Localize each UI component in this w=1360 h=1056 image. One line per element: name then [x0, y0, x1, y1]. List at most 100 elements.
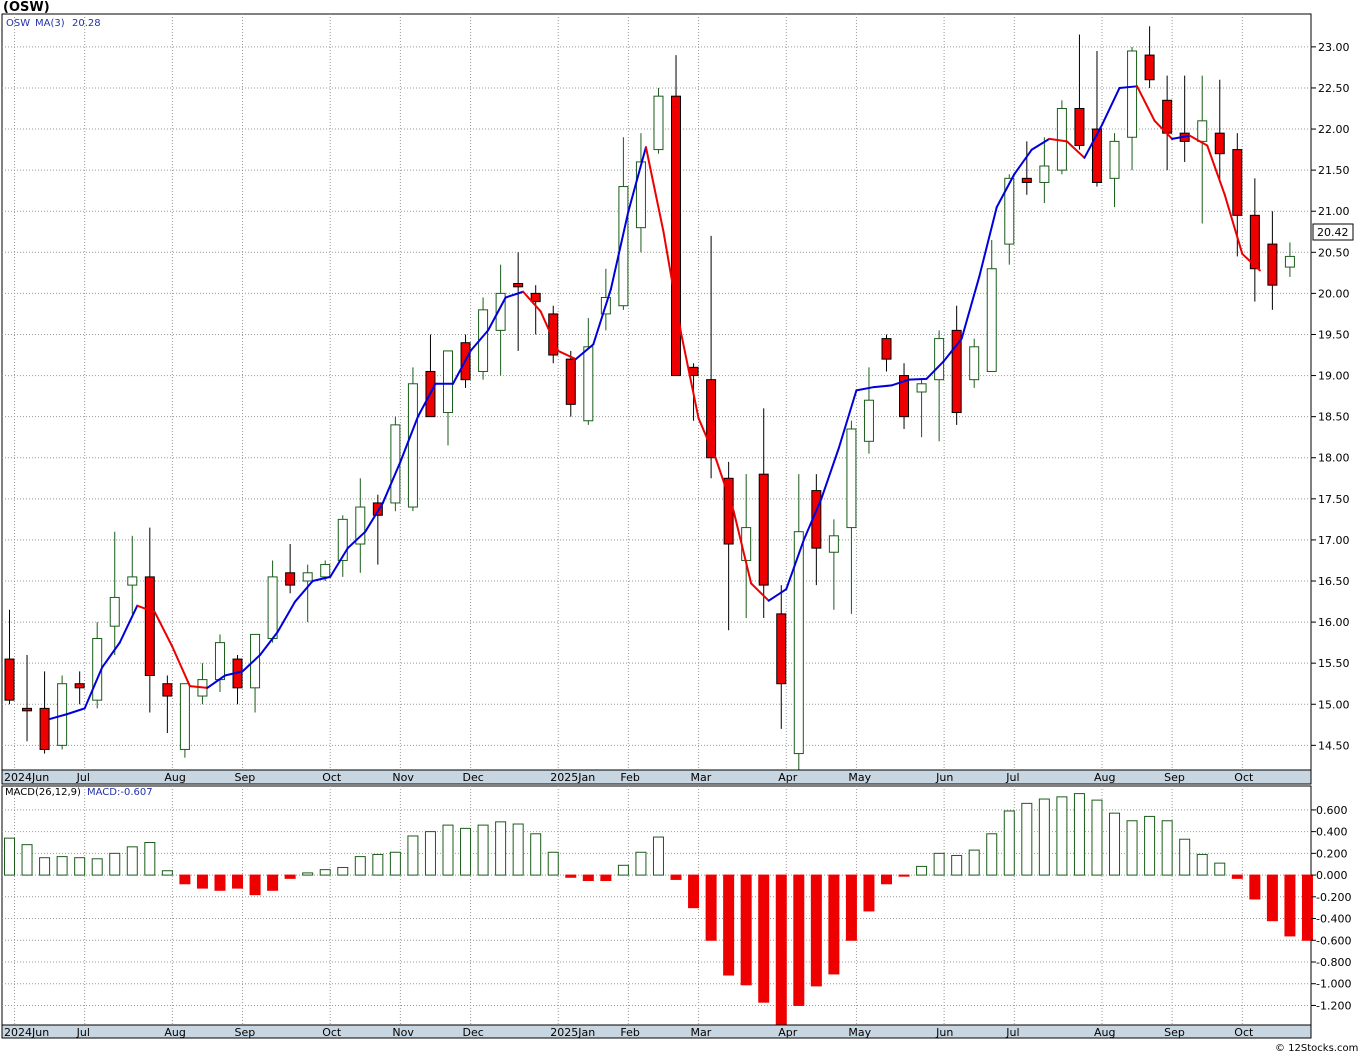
month-label: Aug [164, 771, 185, 784]
ma-segment [1013, 148, 1033, 176]
month-label: Jul [76, 1026, 90, 1039]
candle-body [1214, 132, 1225, 155]
macd-bar [845, 874, 857, 941]
candle-body [127, 576, 138, 586]
ma-segment [837, 389, 858, 449]
macd-bar [1038, 798, 1050, 876]
price-legend-ma-label: MA(3) [35, 18, 65, 29]
month-label: 2024Jun [4, 771, 49, 784]
macd-bar [951, 855, 963, 876]
ma-segment [1083, 123, 1103, 159]
candle [1039, 137, 1050, 203]
price-tick-label: 18.50 [1318, 411, 1350, 424]
macd-bar [495, 821, 507, 876]
macd-bar [881, 874, 892, 885]
macd-bar [126, 846, 138, 876]
candle [548, 305, 559, 364]
ma-segment [767, 588, 788, 602]
candle-body [162, 683, 173, 697]
price-tick-label: 21.50 [1318, 164, 1350, 177]
candle [1267, 211, 1278, 310]
macd-tick-label: 0.000 [1316, 869, 1348, 882]
candle-body [1091, 128, 1102, 183]
ma-segment [1065, 140, 1086, 159]
macd-bar [1214, 862, 1226, 876]
macd-bar [372, 853, 384, 876]
price-month-band [1, 769, 1312, 785]
price-tick-label: 23.00 [1318, 41, 1350, 54]
candle [934, 330, 945, 442]
ma-segment [680, 331, 700, 420]
macd-bar [91, 858, 103, 876]
macd-tick-label: -1.000 [1316, 978, 1351, 991]
macd-month-band [1, 1024, 1312, 1039]
ma-segment [855, 386, 875, 392]
macd-bar [670, 874, 682, 880]
candle-body [302, 572, 313, 582]
price-legend-symbol: OSW [6, 18, 30, 29]
macd-bar [1284, 874, 1296, 937]
candle [776, 585, 787, 729]
chart-title: (OSW) [3, 0, 50, 15]
candle [74, 671, 85, 705]
ma-segment [381, 460, 402, 504]
candle-body [618, 186, 629, 307]
candle [1144, 26, 1155, 88]
ma-segment [995, 173, 1016, 209]
candle-body [881, 338, 892, 360]
month-label: Apr [778, 1026, 798, 1039]
candle-body [758, 473, 769, 586]
macd-bar [652, 836, 664, 876]
candle-body [653, 95, 664, 151]
macd-y-axis: 0.600 0.400 0.200 0.000 -0.200 -0.400 -0.600 -0… [1311, 804, 1351, 1012]
candle-body [1021, 177, 1032, 183]
macd-bar [56, 856, 68, 876]
candle [846, 420, 857, 614]
candle-body [144, 576, 155, 676]
macd-bar [723, 874, 735, 976]
macd-histogram [4, 793, 1313, 1026]
candle-body [635, 161, 646, 229]
macd-bar [530, 833, 542, 876]
price-tick-label: 15.00 [1318, 698, 1350, 711]
candle [127, 535, 138, 614]
price-tick-label: 17.00 [1318, 534, 1350, 547]
macd-bar [758, 874, 770, 1003]
month-label: May [848, 771, 871, 784]
month-label: Oct [1234, 1026, 1254, 1039]
candle-body [565, 358, 576, 405]
macd-tick-label: -0.400 [1316, 913, 1351, 926]
ma-segment [153, 611, 174, 648]
candle [863, 367, 874, 454]
candle-body [1197, 120, 1208, 142]
price-tick-label: 22.00 [1318, 123, 1350, 136]
candle [1214, 79, 1225, 183]
macd-bar [337, 866, 349, 876]
month-label: Sep [235, 771, 256, 784]
month-label: Oct [322, 1026, 342, 1039]
candle [372, 494, 383, 565]
ma-segment [1188, 134, 1209, 147]
macd-bar [1091, 799, 1103, 876]
ma-segment [609, 210, 630, 291]
candle-body [583, 346, 594, 422]
candle [513, 252, 524, 351]
macd-bar [740, 874, 752, 986]
ma-segment [943, 337, 963, 362]
ma-segment [364, 501, 384, 533]
candle-body [1004, 177, 1015, 245]
macd-bar [1109, 812, 1121, 876]
macd-bar [600, 874, 612, 882]
candle [1074, 34, 1085, 150]
macd-tick-label: -0.800 [1316, 956, 1351, 969]
ma-segment [732, 510, 753, 585]
candle-body [407, 383, 418, 508]
candle [793, 474, 804, 770]
ma-segment [627, 146, 647, 213]
ma-segment [416, 382, 437, 418]
month-label: 2024Jun [4, 1026, 49, 1039]
ma-segment [1206, 144, 1226, 196]
candle [583, 318, 594, 425]
ma-segment [522, 290, 542, 313]
ma-segment [960, 275, 981, 340]
